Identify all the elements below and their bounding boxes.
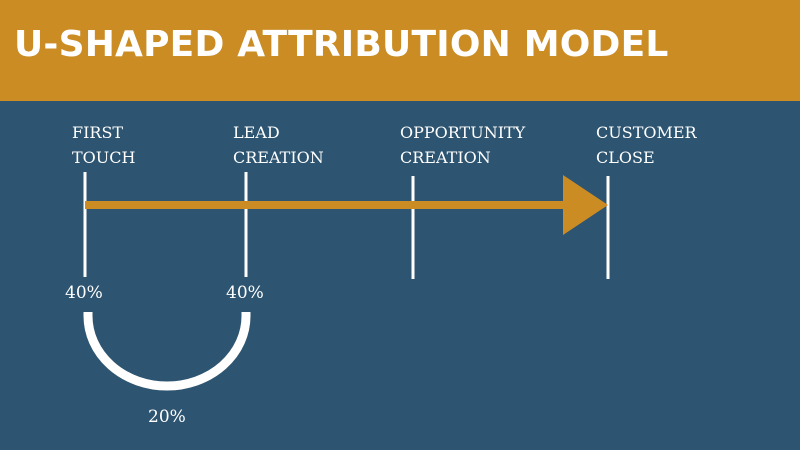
timeline-arrowhead <box>563 175 608 235</box>
stage-label-lead-creation: LEAD CREATION <box>233 123 324 167</box>
first-touch-percentage: 40% <box>65 283 103 303</box>
stage-label-customer-close: CUSTOMER CLOSE <box>596 123 697 167</box>
stage-label-first-touch: FIRST TOUCH <box>72 123 136 167</box>
timeline-arrow-shaft <box>85 201 570 209</box>
u-shape-arc <box>83 312 251 391</box>
middle-percentage: 20% <box>148 407 186 427</box>
diagram-area <box>0 101 800 450</box>
lead-creation-percentage: 40% <box>226 283 264 303</box>
page-title: U-SHAPED ATTRIBUTION MODEL <box>14 24 669 65</box>
title-banner: U-SHAPED ATTRIBUTION MODEL <box>0 0 800 101</box>
stage-label-opportunity-creation: OPPORTUNITY CREATION <box>400 123 526 167</box>
